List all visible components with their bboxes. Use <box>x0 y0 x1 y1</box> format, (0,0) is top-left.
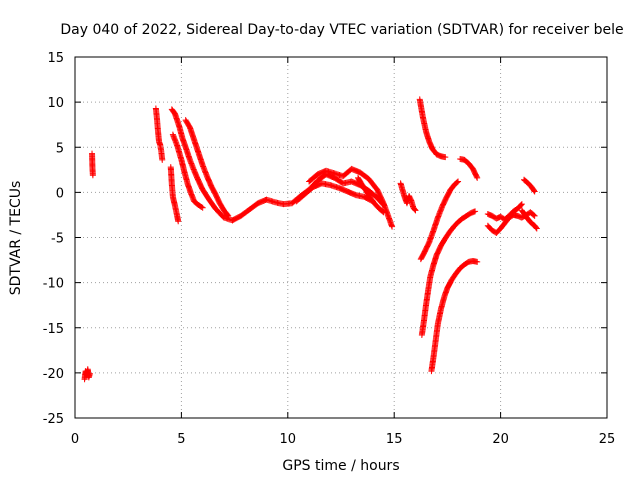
data-point <box>199 204 206 211</box>
data-point <box>518 201 525 208</box>
y-tick-label: -25 <box>43 412 64 427</box>
x-tick-label: 20 <box>492 432 509 447</box>
y-axis-label: SDTVAR / TECUs <box>8 181 24 296</box>
data-point <box>533 225 540 232</box>
data-point <box>474 174 481 181</box>
y-tick-label: 15 <box>47 51 64 66</box>
ticks-layer: 0 5 10 15 20 25 -25 -20 -15 -10 -5 0 5 10 15 <box>43 51 616 447</box>
data-point <box>530 212 537 219</box>
points-layer <box>81 96 540 383</box>
data-point <box>454 179 461 186</box>
data-point <box>473 173 480 180</box>
data-point <box>531 187 538 194</box>
data-point <box>533 224 540 231</box>
y-tick-label: 10 <box>47 96 64 111</box>
x-tick-label: 25 <box>599 432 616 447</box>
chart-title: Day 040 of 2022, Sidereal Day-to-day VTE… <box>60 22 623 38</box>
x-tick-label: 10 <box>280 432 297 447</box>
y-tick-label: -10 <box>43 277 64 292</box>
data-point <box>411 206 418 213</box>
data-point <box>412 207 419 214</box>
y-tick-label: -15 <box>43 322 64 337</box>
data-point <box>380 209 387 216</box>
data-point <box>198 204 205 211</box>
data-point <box>379 208 386 215</box>
data-point <box>472 208 479 215</box>
data-point <box>89 172 96 179</box>
x-axis-label: GPS time / hours <box>282 458 399 474</box>
x-tick-label: 5 <box>177 432 185 447</box>
data-point <box>442 154 449 161</box>
x-tick-label: 0 <box>71 432 79 447</box>
data-point <box>389 223 396 230</box>
data-point <box>518 202 525 209</box>
data-point <box>224 211 231 218</box>
data-point <box>474 258 481 265</box>
x-tick-label: 15 <box>386 432 403 447</box>
data-point <box>225 212 232 219</box>
y-tick-label: 5 <box>56 141 64 156</box>
y-tick-label: 0 <box>56 186 64 201</box>
y-tick-label: -20 <box>43 367 64 382</box>
data-point <box>455 178 462 185</box>
data-point <box>531 188 538 195</box>
grid-layer <box>75 57 607 418</box>
data-point <box>175 218 182 225</box>
data-point <box>159 156 166 163</box>
y-tick-label: -5 <box>51 232 64 247</box>
data-point <box>531 212 538 219</box>
data-point <box>86 370 93 377</box>
